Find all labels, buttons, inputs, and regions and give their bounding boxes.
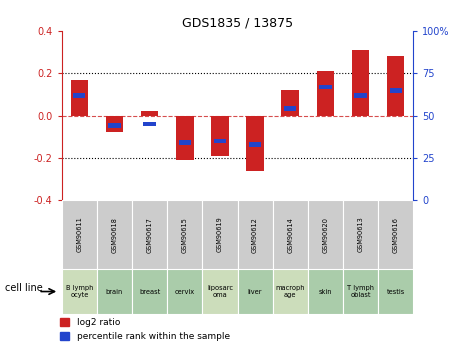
Text: cervix: cervix — [175, 288, 195, 295]
Bar — [202, 200, 238, 269]
Bar — [71, 80, 88, 116]
Bar — [132, 269, 167, 314]
Bar — [97, 200, 132, 269]
Bar — [308, 269, 343, 314]
Text: macroph
age: macroph age — [276, 285, 305, 298]
Bar — [343, 269, 378, 314]
Bar — [284, 107, 296, 111]
Text: GSM90612: GSM90612 — [252, 217, 258, 253]
Bar — [390, 88, 402, 92]
Bar — [378, 200, 413, 269]
Text: GSM90611: GSM90611 — [76, 217, 82, 253]
Text: T lymph
oblast: T lymph oblast — [347, 285, 374, 298]
Text: liver: liver — [248, 288, 262, 295]
Bar — [352, 50, 369, 116]
Legend: log2 ratio, percentile rank within the sample: log2 ratio, percentile rank within the s… — [57, 315, 233, 344]
Bar — [132, 200, 167, 269]
Text: testis: testis — [387, 288, 405, 295]
Text: skin: skin — [319, 288, 332, 295]
Bar — [176, 116, 194, 160]
Bar — [247, 116, 264, 170]
Bar — [108, 124, 121, 128]
Bar — [211, 116, 228, 156]
Text: GSM90613: GSM90613 — [358, 217, 363, 253]
Text: brain: brain — [106, 288, 123, 295]
Text: GSM90619: GSM90619 — [217, 217, 223, 253]
Bar — [387, 56, 404, 116]
Bar — [143, 122, 156, 126]
Bar — [105, 116, 124, 132]
Bar — [273, 200, 308, 269]
Bar — [167, 200, 202, 269]
Text: B lymph
ocyte: B lymph ocyte — [66, 285, 93, 298]
Bar — [343, 200, 378, 269]
Bar — [319, 85, 332, 89]
Text: GSM90617: GSM90617 — [147, 217, 152, 253]
Bar — [202, 269, 238, 314]
Bar — [62, 200, 97, 269]
Text: cell line: cell line — [5, 283, 42, 293]
Text: GSM90616: GSM90616 — [393, 217, 399, 253]
Bar — [62, 269, 97, 314]
Text: breast: breast — [139, 288, 160, 295]
Bar — [354, 93, 367, 98]
Bar — [273, 269, 308, 314]
Text: GSM90620: GSM90620 — [323, 217, 328, 253]
Bar — [73, 93, 86, 98]
Bar — [281, 90, 299, 116]
Bar — [167, 269, 202, 314]
Bar — [141, 111, 158, 116]
Text: GSM90618: GSM90618 — [112, 217, 117, 253]
Text: GSM90614: GSM90614 — [287, 217, 293, 253]
Bar — [238, 269, 273, 314]
Text: liposarc
oma: liposarc oma — [207, 285, 233, 298]
Title: GDS1835 / 13875: GDS1835 / 13875 — [182, 17, 293, 30]
Bar — [316, 71, 334, 116]
Bar — [97, 269, 132, 314]
Bar — [378, 269, 413, 314]
Bar — [214, 139, 226, 143]
Bar — [238, 200, 273, 269]
Text: GSM90615: GSM90615 — [182, 217, 188, 253]
Bar — [249, 142, 261, 147]
Bar — [308, 200, 343, 269]
Bar — [179, 140, 191, 145]
